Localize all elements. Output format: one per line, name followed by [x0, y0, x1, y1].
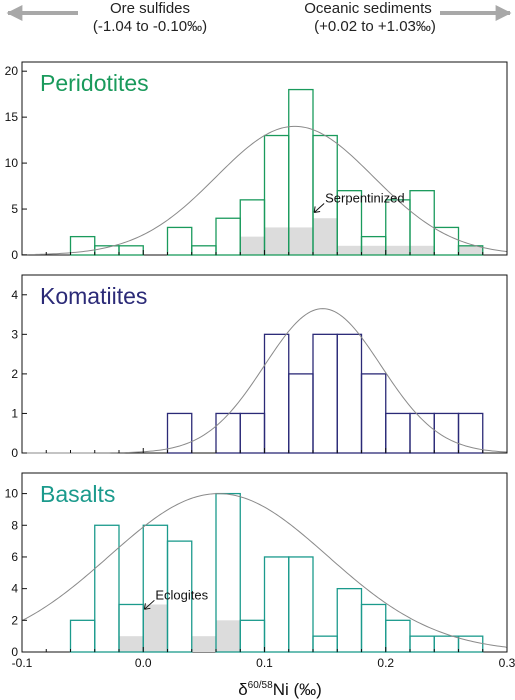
- basalts-y-tick-label: 2: [11, 613, 18, 627]
- basalts-y-tick-label: 0: [11, 645, 18, 659]
- peridotites-highlight-bar: [410, 245, 435, 255]
- peridotites-y-tick-label: 10: [5, 156, 19, 170]
- komatiites-y-tick-label: 1: [11, 406, 18, 420]
- basalts-bar: [94, 524, 120, 653]
- x-tick-label: -0.1: [12, 656, 33, 670]
- peridotites-y-tick-label: 5: [11, 202, 18, 216]
- peridotites-title: Peridotites: [40, 70, 149, 96]
- basalts-y-tick-label: 6: [11, 550, 18, 564]
- basalts-annotation-arrow-icon: [143, 599, 155, 610]
- komatiites-bar: [385, 412, 411, 454]
- peridotites-y-tick-label: 20: [5, 64, 19, 78]
- komatiites-bar: [166, 412, 193, 454]
- komatiites-y-tick-label: 0: [11, 446, 18, 460]
- basalts-bar: [385, 619, 411, 653]
- x-tick-label: 0.0: [135, 656, 152, 670]
- basalts-bar: [288, 556, 314, 653]
- peridotites-bar: [166, 226, 193, 256]
- x-tick-label: 0.2: [377, 656, 394, 670]
- komatiites-title: Komatiites: [40, 283, 147, 309]
- komatiites-bar: [239, 412, 266, 454]
- komatiites-bar: [360, 373, 387, 454]
- basalts-y-tick-label: 4: [11, 582, 18, 596]
- basalts-bar: [336, 587, 363, 653]
- peridotites-y-tick-label: 15: [5, 110, 19, 124]
- komatiites-bar: [215, 412, 241, 454]
- basalts-highlight-bar: [216, 620, 241, 652]
- x-tick-label: 0.1: [256, 656, 273, 670]
- x-tick-label: 0.3: [499, 656, 515, 670]
- peridotites-bar: [457, 245, 484, 256]
- peridotites-panel: 0 5 10 15 20 Peridotites Serpentinized: [5, 61, 508, 262]
- komatiites-bar: [288, 373, 314, 454]
- peridotites-bar: [409, 190, 435, 256]
- header: Ore sulfides (-1.04 to -0.10‰) Oceanic s…: [6, 0, 512, 35]
- komatiites-bar: [263, 333, 290, 454]
- peridotites-annotation: Serpentinized: [325, 190, 405, 205]
- x-axis-label: δ60/58Ni (‰): [238, 680, 322, 699]
- peridotites-bar: [191, 245, 217, 256]
- basalts-bar: [409, 635, 435, 653]
- peridotites-highlight-bar: [264, 227, 289, 255]
- oceanic-sediments-range: (+0.02 to +1.03‰): [314, 18, 436, 35]
- peridotites-bar: [433, 226, 460, 256]
- komatiites-bar: [312, 333, 338, 454]
- komatiites-y-tick-label: 3: [11, 327, 18, 341]
- peridotites-highlight-bar: [240, 236, 265, 255]
- komatiites-bar: [457, 412, 484, 454]
- basalts-bar: [433, 635, 460, 653]
- basalts-y-tick-label: 8: [11, 518, 18, 532]
- peridotites-annotation-arrow-icon: [313, 203, 325, 213]
- peridotites-highlight-bar: [385, 245, 410, 255]
- basalts-annotation: Eclogites: [155, 587, 208, 602]
- peridotites-highlight-bar: [337, 245, 362, 255]
- peridotites-bar: [336, 190, 363, 256]
- basalts-y-tick-label: 10: [5, 487, 19, 501]
- basalts-bar: [166, 540, 193, 653]
- komatiites-y-tick-label: 2: [11, 367, 18, 381]
- ore-sulfides-label: Ore sulfides: [110, 0, 190, 17]
- ore-sulfides-range: (-1.04 to -0.10‰): [93, 18, 207, 35]
- basalts-highlight-bar: [143, 604, 168, 652]
- basalts-bar: [239, 619, 266, 653]
- basalts-title: Basalts: [40, 481, 115, 507]
- peridotites-highlight-bar: [361, 245, 386, 255]
- basalts-fit-curve: [21, 493, 508, 648]
- komatiites-panel: 0 1 2 3 4 Komatiites: [11, 274, 508, 460]
- basalts-bar: [215, 492, 241, 653]
- komatiites-fit-curve: [22, 308, 508, 454]
- komatiites-bar: [336, 333, 363, 454]
- basalts-highlight-bar: [119, 636, 144, 652]
- peridotites-highlight-bar: [458, 245, 483, 255]
- peridotites-bar: [215, 217, 241, 256]
- oceanic-sediments-label: Oceanic sediments: [304, 0, 432, 17]
- basalts-bar: [263, 556, 290, 653]
- komatiites-y-tick-label: 4: [11, 288, 18, 302]
- basalts-panel: 0 2 4 6 8 10 Basalts Eclogites: [5, 472, 508, 659]
- peridotites-highlight-bar: [288, 227, 313, 255]
- peridotites-fit-curve: [21, 125, 508, 256]
- basalts-bar: [457, 635, 484, 653]
- basalts-bar: [69, 619, 96, 653]
- peridotites-highlight-bar: [313, 218, 338, 255]
- peridotites-bar: [118, 245, 144, 256]
- basalts-highlight-bar: [191, 636, 216, 652]
- peridotites-y-tick-label: 0: [11, 248, 18, 262]
- basalts-bar: [312, 635, 338, 653]
- basalts-bar: [360, 603, 387, 653]
